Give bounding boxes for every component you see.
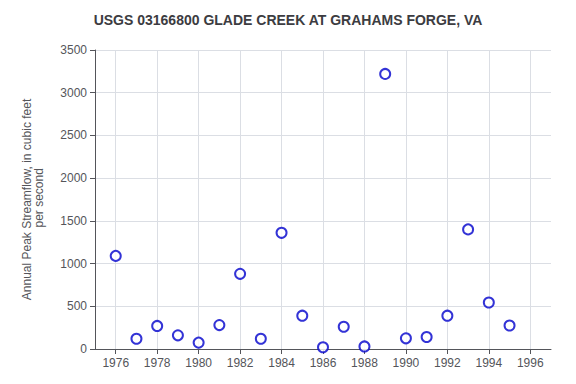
- svg-text:1000: 1000: [60, 257, 87, 271]
- svg-text:1978: 1978: [144, 356, 171, 370]
- svg-text:per second: per second: [32, 168, 46, 231]
- svg-text:3000: 3000: [60, 86, 87, 100]
- svg-text:USGS 03166800 GLADE CREEK AT G: USGS 03166800 GLADE CREEK AT GRAHAMS FOR…: [94, 12, 483, 28]
- svg-text:1990: 1990: [393, 356, 420, 370]
- svg-text:2000: 2000: [60, 171, 87, 185]
- svg-text:500: 500: [67, 299, 87, 313]
- svg-text:1992: 1992: [434, 356, 461, 370]
- svg-text:2500: 2500: [60, 128, 87, 142]
- svg-text:1996: 1996: [517, 356, 544, 370]
- svg-text:1994: 1994: [475, 356, 502, 370]
- svg-text:1980: 1980: [185, 356, 212, 370]
- svg-text:1500: 1500: [60, 214, 87, 228]
- svg-text:1986: 1986: [310, 356, 337, 370]
- svg-text:1976: 1976: [102, 356, 129, 370]
- svg-text:3500: 3500: [60, 43, 87, 57]
- svg-text:0: 0: [80, 342, 87, 356]
- svg-text:Annual Peak Streamflow, in cub: Annual Peak Streamflow, in cubic feet: [20, 98, 34, 301]
- svg-text:1988: 1988: [351, 356, 378, 370]
- svg-text:1982: 1982: [227, 356, 254, 370]
- svg-text:1984: 1984: [268, 356, 295, 370]
